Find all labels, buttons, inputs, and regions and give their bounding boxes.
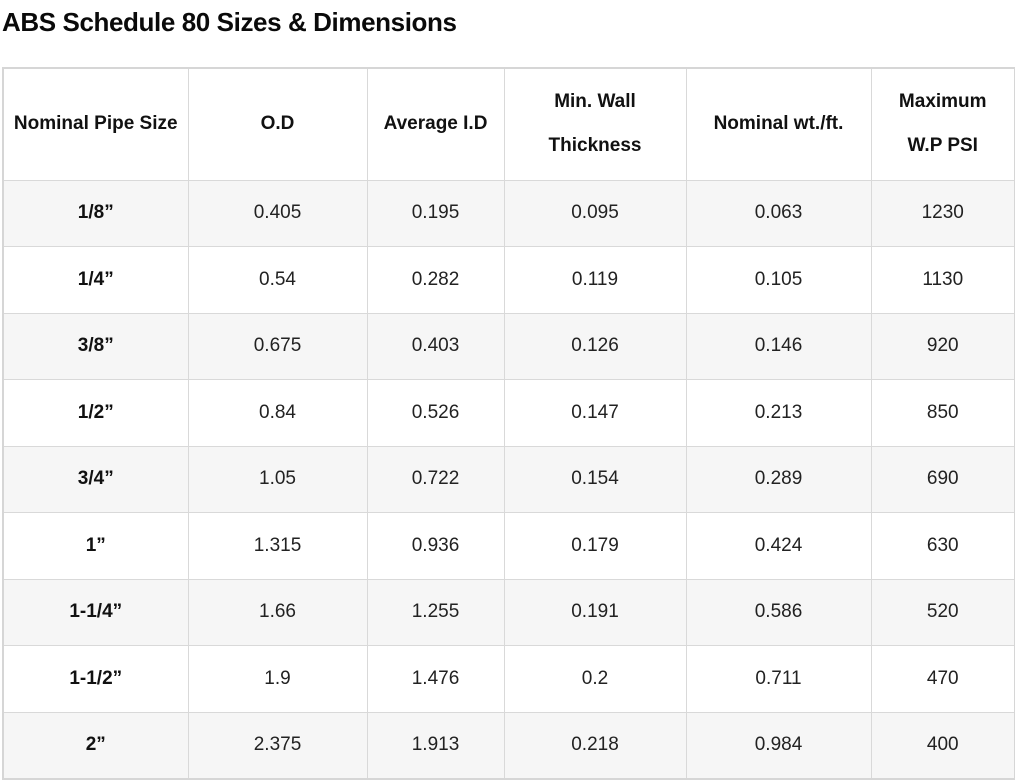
cell-nominal-wt-ft: 0.213 [685, 379, 872, 447]
cell-nominal-wt-ft: 0.586 [685, 578, 872, 646]
cell-average-id: 0.195 [366, 179, 505, 247]
cell-nominal-wt-ft: 0.289 [685, 445, 872, 513]
cell-maximum-wp-psi: 400 [870, 711, 1015, 779]
cell-nominal-wt-ft: 0.711 [685, 645, 872, 713]
cell-od: 2.375 [187, 711, 368, 779]
cell-nominal-wt-ft: 0.984 [685, 711, 872, 779]
table-row: 2” 2.375 1.913 0.218 0.984 400 [2, 711, 1015, 779]
cell-size: 2” [2, 711, 189, 779]
cell-maximum-wp-psi: 850 [870, 379, 1015, 447]
cell-min-wall-thickness: 0.191 [503, 578, 687, 646]
cell-average-id: 1.913 [366, 711, 505, 779]
header-min-wall-thickness: Min. Wall Thickness [503, 67, 687, 181]
table-row: 1-1/4” 1.66 1.255 0.191 0.586 520 [2, 578, 1015, 646]
cell-min-wall-thickness: 0.2 [503, 645, 687, 713]
cell-od: 1.05 [187, 445, 368, 513]
header-nominal-wt-ft: Nominal wt./ft. [685, 67, 872, 181]
header-nominal-pipe-size: Nominal Pipe Size [2, 67, 189, 181]
cell-maximum-wp-psi: 920 [870, 312, 1015, 380]
cell-maximum-wp-psi: 1230 [870, 179, 1015, 247]
header-average-id: Average I.D [366, 67, 505, 181]
table-row: 1” 1.315 0.936 0.179 0.424 630 [2, 512, 1015, 580]
cell-size: 1/4” [2, 246, 189, 314]
cell-average-id: 1.255 [366, 578, 505, 646]
cell-min-wall-thickness: 0.154 [503, 445, 687, 513]
cell-average-id: 0.936 [366, 512, 505, 580]
cell-size: 3/4” [2, 445, 189, 513]
cell-od: 0.54 [187, 246, 368, 314]
cell-nominal-wt-ft: 0.063 [685, 179, 872, 247]
header-maximum-wp-psi: Maximum W.P PSI [870, 67, 1015, 181]
table-row: 1-1/2” 1.9 1.476 0.2 0.711 470 [2, 645, 1015, 713]
cell-min-wall-thickness: 0.179 [503, 512, 687, 580]
cell-average-id: 0.526 [366, 379, 505, 447]
cell-average-id: 0.282 [366, 246, 505, 314]
cell-size: 1” [2, 512, 189, 580]
dimensions-table: Nominal Pipe Size O.D Average I.D Min. W… [2, 67, 1015, 780]
cell-average-id: 0.722 [366, 445, 505, 513]
cell-od: 0.675 [187, 312, 368, 380]
cell-maximum-wp-psi: 630 [870, 512, 1015, 580]
table-row: 1/8” 0.405 0.195 0.095 0.063 1230 [2, 179, 1015, 247]
cell-od: 0.84 [187, 379, 368, 447]
table-header-row: Nominal Pipe Size O.D Average I.D Min. W… [2, 67, 1015, 181]
page-title: ABS Schedule 80 Sizes & Dimensions [2, 7, 457, 37]
cell-size: 1/8” [2, 179, 189, 247]
dimensions-table-container: Nominal Pipe Size O.D Average I.D Min. W… [2, 67, 1015, 780]
table-row: 1/4” 0.54 0.282 0.119 0.105 1130 [2, 246, 1015, 314]
cell-od: 1.315 [187, 512, 368, 580]
cell-od: 1.9 [187, 645, 368, 713]
cell-min-wall-thickness: 0.218 [503, 711, 687, 779]
cell-min-wall-thickness: 0.095 [503, 179, 687, 247]
cell-od: 1.66 [187, 578, 368, 646]
cell-size: 3/8” [2, 312, 189, 380]
cell-min-wall-thickness: 0.147 [503, 379, 687, 447]
cell-size: 1-1/2” [2, 645, 189, 713]
cell-average-id: 0.403 [366, 312, 505, 380]
cell-od: 0.405 [187, 179, 368, 247]
cell-nominal-wt-ft: 0.424 [685, 512, 872, 580]
cell-size: 1/2” [2, 379, 189, 447]
cell-maximum-wp-psi: 520 [870, 578, 1015, 646]
table-row: 1/2” 0.84 0.526 0.147 0.213 850 [2, 379, 1015, 447]
cell-nominal-wt-ft: 0.146 [685, 312, 872, 380]
table-body: 1/8” 0.405 0.195 0.095 0.063 1230 1/4” 0.54 0.28… [2, 179, 1015, 779]
cell-size: 1-1/4” [2, 578, 189, 646]
table-row: 3/4” 1.05 0.722 0.154 0.289 690 [2, 445, 1015, 513]
header-od: O.D [187, 67, 368, 181]
cell-maximum-wp-psi: 470 [870, 645, 1015, 713]
cell-average-id: 1.476 [366, 645, 505, 713]
cell-nominal-wt-ft: 0.105 [685, 246, 872, 314]
cell-min-wall-thickness: 0.126 [503, 312, 687, 380]
table-row: 3/8” 0.675 0.403 0.126 0.146 920 [2, 312, 1015, 380]
cell-maximum-wp-psi: 690 [870, 445, 1015, 513]
cell-min-wall-thickness: 0.119 [503, 246, 687, 314]
cell-maximum-wp-psi: 1130 [870, 246, 1015, 314]
